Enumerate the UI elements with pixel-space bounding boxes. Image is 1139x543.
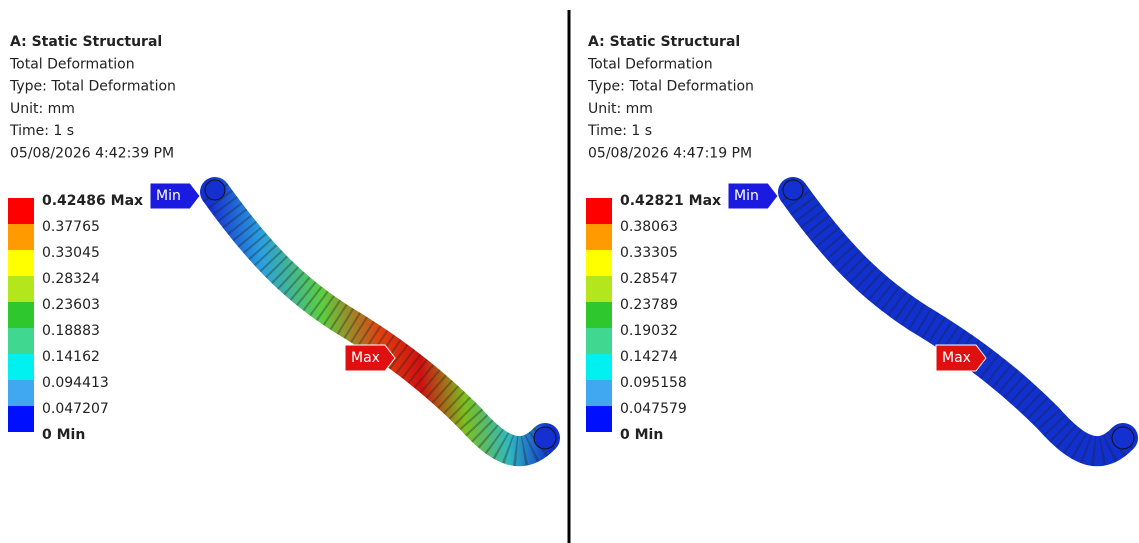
legend-label: 0.28324 [42,271,100,287]
legend-band [586,224,612,250]
header-line: Unit: mm [588,101,653,117]
header-line: 05/08/2026 4:42:39 PM [10,146,174,162]
result-panel: A: Static Structural Total Deformation Typ… [586,34,1134,451]
legend-band [8,328,34,354]
legend-band [8,380,34,406]
legend-label: 0.047207 [42,401,109,417]
header-line: Total Deformation [9,56,135,72]
spring-eye [783,180,803,200]
legend-band [8,250,34,276]
legend-label: 0.23789 [620,297,678,313]
header-line: Total Deformation [587,56,713,72]
legend-band [8,224,34,250]
legend-label: 0 Min [42,427,85,443]
screenshot: A: Static Structural Total Deformation Typ… [0,0,1139,543]
legend-band [586,380,612,406]
legend-label: 0.23603 [42,297,100,313]
legend-label: 0.094413 [42,375,109,391]
legend-label: 0.38063 [620,219,678,235]
legend-band [8,354,34,380]
header-line: Type: Total Deformation [587,79,754,95]
header-line: 05/08/2026 4:47:19 PM [588,146,752,162]
spring-eye [534,427,556,449]
legend-band [586,250,612,276]
max-tag: Max [942,350,971,366]
header-line: Unit: mm [10,101,75,117]
spring-eye [1112,427,1134,449]
legend-label: 0 Min [620,427,663,443]
result-panel: A: Static Structural Total Deformation Typ… [8,34,556,451]
header-line: A: Static Structural [10,34,162,50]
legend-band [586,276,612,302]
legend-band [8,198,34,224]
legend-label: 0.42821 Max [620,193,721,209]
legend-band [586,406,612,432]
legend-label: 0.42486 Max [42,193,143,209]
spring-body [215,192,545,451]
legend-label: 0.28547 [620,271,678,287]
legend-label: 0.047579 [620,401,687,417]
legend-label: 0.33305 [620,245,678,261]
legend-label: 0.19032 [620,323,678,339]
legend-label: 0.33045 [42,245,100,261]
legend-band [8,276,34,302]
header-line: A: Static Structural [588,34,740,50]
header-line: Time: 1 s [9,123,74,139]
legend-label: 0.14274 [620,349,678,365]
spring-mesh [793,192,1123,451]
legend-label: 0.37765 [42,219,100,235]
legend-label: 0.14162 [42,349,100,365]
legend-band [8,406,34,432]
max-tag: Max [351,350,380,366]
header-line: Time: 1 s [587,123,652,139]
legend-band [586,198,612,224]
legend-band [586,354,612,380]
legend-band [586,302,612,328]
header-line: Type: Total Deformation [9,79,176,95]
legend-band [8,302,34,328]
legend-band [586,328,612,354]
spring-eye [205,180,225,200]
spring-mesh [215,192,545,451]
legend-label: 0.095158 [620,375,687,391]
min-tag: Min [734,188,759,204]
spring-body [793,192,1123,451]
legend-label: 0.18883 [42,323,100,339]
min-tag: Min [156,188,181,204]
